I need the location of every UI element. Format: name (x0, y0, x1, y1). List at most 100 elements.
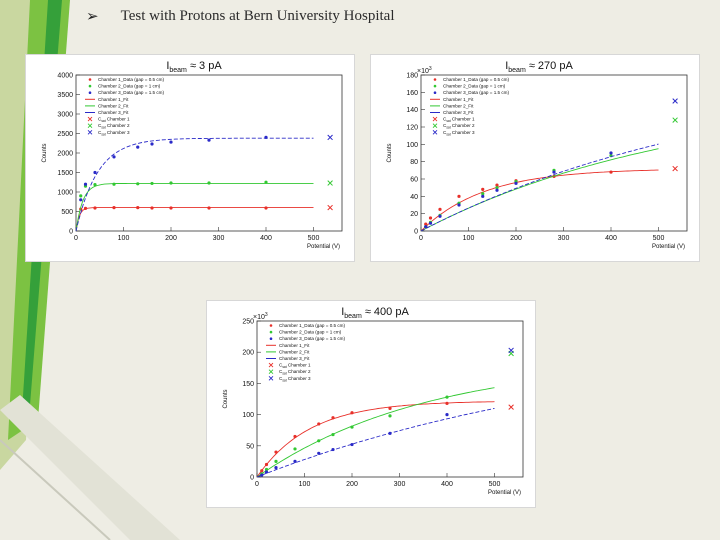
csat-marker (327, 180, 333, 186)
data-point (438, 214, 442, 218)
y-tick-label: 100 (406, 142, 418, 149)
data-point (350, 411, 354, 415)
data-point (388, 406, 392, 410)
chart-title: Ibeam ≈ 270 pA (505, 60, 573, 74)
x-tick-label: 400 (260, 235, 272, 242)
x-tick-label: 500 (653, 235, 665, 242)
y-tick-label: 140 (406, 107, 418, 114)
y-tick-label: 50 (246, 443, 254, 450)
data-point (150, 142, 154, 146)
legend-swatch-dot (88, 78, 92, 81)
data-point (83, 182, 88, 186)
y-axis-label: Counts (387, 143, 393, 162)
y-tick-label: 100 (242, 412, 254, 419)
data-point (293, 459, 297, 463)
legend-label: Chamber 1_Fit (98, 97, 129, 102)
legend-label: Chamber 2_Data (gap = 1 cm) (279, 330, 342, 335)
data-point (169, 181, 173, 185)
data-point (136, 206, 140, 210)
y-axis-label: Counts (223, 389, 229, 408)
data-point (274, 459, 278, 463)
y-tick-label: 200 (242, 350, 254, 357)
x-tick-label: 0 (74, 235, 78, 242)
data-point (93, 170, 97, 175)
data-point (260, 469, 264, 473)
csat-marker (327, 204, 333, 211)
y-tick-label: 20 (410, 211, 418, 218)
data-point (495, 188, 499, 192)
chart-svg: Ibeam ≈ 400 pA ×103 0 100 200 300 400 500 0 50 100… (223, 306, 524, 496)
y-tick-label: 160 (406, 90, 418, 97)
x-tick-label: 200 (346, 481, 358, 488)
data-point (438, 207, 442, 211)
data-point (445, 413, 449, 417)
legend-swatch-x (87, 116, 93, 122)
data-point (424, 225, 428, 229)
csat-marker (508, 347, 514, 354)
axis-exponent: ×103 (417, 66, 432, 75)
x-tick-label: 200 (510, 235, 522, 242)
x-tick-label: 400 (605, 235, 617, 242)
data-point (388, 414, 392, 418)
data-point (207, 206, 211, 210)
legend-swatch-x (268, 369, 274, 375)
data-point (169, 206, 173, 210)
data-point (350, 442, 354, 447)
data-point (207, 181, 211, 185)
legend-label: Csat Chamber 2 (443, 123, 475, 130)
fit-line (420, 143, 659, 232)
slide-title-bar: ➢ Test with Protons at Bern University H… (86, 6, 395, 26)
data-point (112, 182, 116, 186)
x-axis-label: Potential (V) (652, 244, 685, 250)
legend-swatch-dot (269, 324, 273, 327)
data-point (264, 135, 268, 139)
data-point (424, 222, 428, 226)
legend-label: Chamber 2_Fit (98, 103, 129, 108)
y-tick-label: 150 (242, 381, 254, 388)
y-tick-label: 40 (410, 194, 418, 201)
data-point (457, 203, 461, 207)
chart-panel-400pa: Ibeam ≈ 400 pA ×103 0 100 200 300 400 500 0 50 100… (206, 300, 536, 508)
data-point (481, 187, 485, 191)
data-point (331, 416, 335, 420)
legend-label: Chamber 1_Data (gap = 0.5 cm) (98, 77, 164, 82)
data-point (495, 183, 499, 187)
data-point (331, 447, 335, 452)
data-point (79, 194, 83, 198)
legend-label: Chamber 3_Data (gap = 1.5 cm) (443, 90, 509, 95)
legend-swatch-dot (269, 337, 273, 340)
legend-swatch-x (268, 362, 274, 368)
x-tick-label: 200 (165, 235, 177, 242)
data-point (514, 181, 518, 185)
y-tick-label: 120 (406, 125, 418, 132)
csat-marker (672, 98, 678, 104)
y-tick-label: 4000 (57, 73, 73, 80)
arrow-bullet-icon: ➢ (86, 8, 99, 25)
legend-label: Csat Chamber 1 (98, 117, 130, 124)
x-tick-label: 300 (213, 235, 225, 242)
y-tick-label: 0 (250, 475, 254, 482)
data-point (264, 206, 268, 210)
data-point (169, 140, 173, 144)
data-point (264, 462, 269, 467)
data-point (293, 447, 297, 451)
legend-label: Chamber 3_Data (gap = 1.5 cm) (279, 336, 345, 341)
slide-title: Test with Protons at Bern University Hos… (120, 7, 395, 24)
data-point (481, 194, 485, 198)
x-tick-label: 400 (441, 481, 453, 488)
csat-marker (672, 165, 678, 172)
legend-swatch-dot (433, 91, 437, 94)
legend-swatch-x (87, 129, 93, 135)
legend-swatch-x (432, 123, 438, 129)
legend-swatch-x (268, 375, 274, 381)
data-point (317, 422, 321, 426)
legend-swatch-dot (433, 84, 437, 88)
chart-svg: Ibeam ≈ 3 pA 0 100 200 300 400 500 0 500 1000 1500… (42, 60, 343, 250)
x-tick-label: 100 (118, 235, 130, 242)
data-point (207, 138, 211, 142)
data-point (83, 206, 88, 210)
decor-corner (0, 395, 180, 540)
data-point (264, 180, 268, 184)
legend-label: Chamber 3_Fit (443, 110, 474, 115)
legend-label: Chamber 2_Fit (443, 103, 474, 108)
